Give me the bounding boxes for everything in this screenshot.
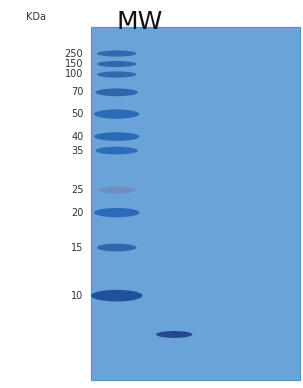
- Ellipse shape: [97, 71, 136, 78]
- Text: KDa: KDa: [26, 12, 46, 23]
- Text: 70: 70: [71, 87, 83, 97]
- Text: 100: 100: [65, 69, 83, 80]
- Text: 150: 150: [65, 59, 83, 69]
- Text: 10: 10: [71, 291, 83, 301]
- Text: 25: 25: [71, 185, 83, 195]
- Ellipse shape: [97, 244, 136, 251]
- Ellipse shape: [156, 331, 192, 338]
- Text: 35: 35: [71, 146, 83, 156]
- Text: 250: 250: [65, 48, 83, 59]
- Text: 15: 15: [71, 242, 83, 253]
- Text: 50: 50: [71, 109, 83, 119]
- Text: 20: 20: [71, 208, 83, 218]
- Ellipse shape: [94, 109, 139, 119]
- Text: MW: MW: [116, 10, 163, 34]
- Ellipse shape: [98, 187, 135, 194]
- Ellipse shape: [95, 88, 138, 96]
- Ellipse shape: [91, 290, 142, 301]
- Ellipse shape: [94, 132, 139, 141]
- Ellipse shape: [95, 147, 138, 154]
- Text: 40: 40: [71, 132, 83, 142]
- Ellipse shape: [97, 50, 136, 57]
- Ellipse shape: [97, 61, 136, 67]
- Bar: [91, 27, 300, 380]
- Ellipse shape: [94, 208, 139, 217]
